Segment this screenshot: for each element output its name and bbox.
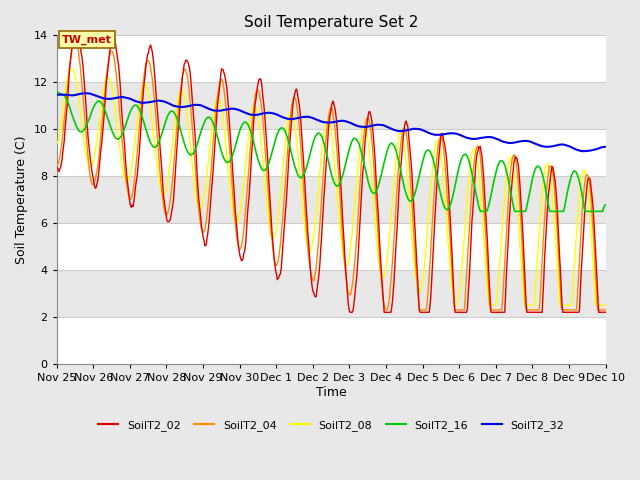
Bar (57, 129, 605, 176)
Bar (57, 317, 605, 364)
Text: TW_met: TW_met (62, 35, 112, 45)
Title: Soil Temperature Set 2: Soil Temperature Set 2 (244, 15, 419, 30)
Bar (57, 82, 605, 129)
Bar (57, 223, 605, 270)
Bar (57, 176, 605, 223)
Y-axis label: Soil Temperature (C): Soil Temperature (C) (15, 135, 28, 264)
X-axis label: Time: Time (316, 386, 346, 399)
Legend: SoilT2_02, SoilT2_04, SoilT2_08, SoilT2_16, SoilT2_32: SoilT2_02, SoilT2_04, SoilT2_08, SoilT2_… (93, 416, 569, 435)
Bar (57, 270, 605, 317)
Bar (57, 36, 605, 82)
